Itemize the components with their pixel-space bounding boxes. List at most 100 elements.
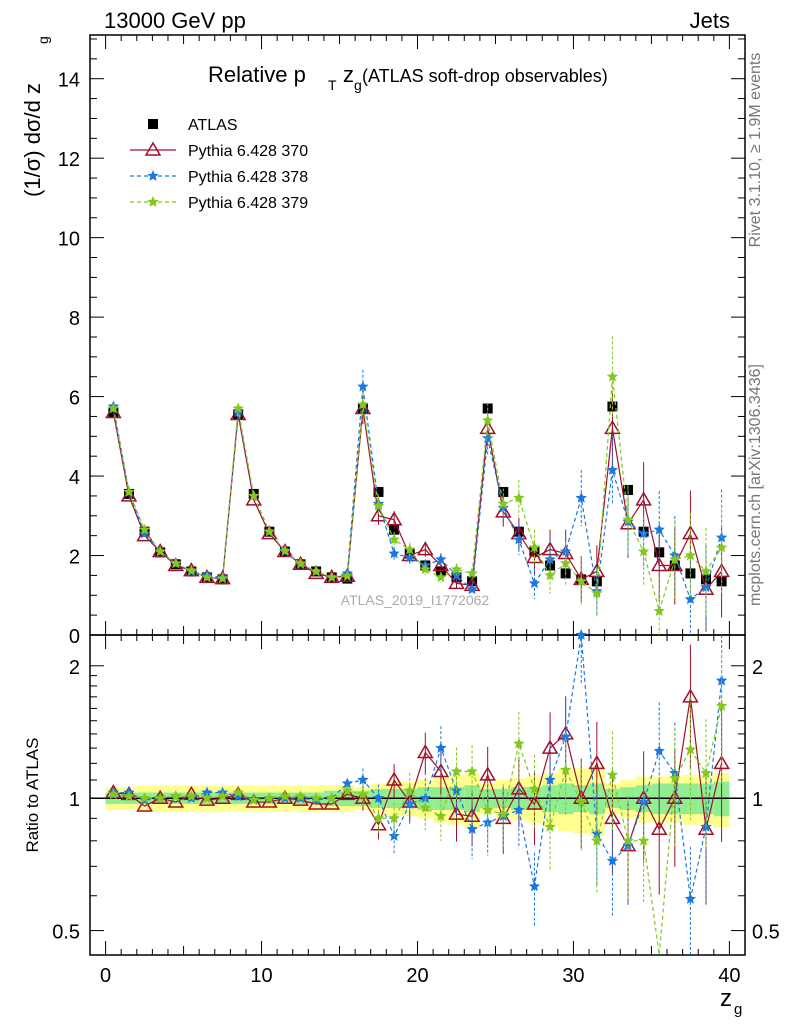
data-point	[622, 513, 634, 525]
ratio-point	[622, 834, 634, 846]
data-point	[653, 523, 665, 535]
ratio-point	[339, 785, 356, 801]
legend-marker	[144, 141, 162, 156]
ratio-point	[528, 782, 541, 794]
ratio-panel: 0 10 20 30 40 0.5 0.5 1 1 2 2	[52, 634, 780, 987]
data-point	[245, 491, 263, 506]
ratio-point	[185, 790, 198, 802]
data-point	[700, 581, 712, 593]
ratio-line	[113, 634, 723, 900]
ratio-y-tick-label-right: 2	[752, 657, 763, 679]
ratio-point	[248, 794, 260, 805]
legend-entry: Pythia 6.428 378	[130, 169, 308, 186]
ratio-point	[541, 739, 559, 754]
ratio-point	[261, 793, 278, 808]
data-point	[606, 370, 619, 382]
y-tick-label: 12	[58, 149, 80, 171]
data-point	[123, 486, 135, 497]
y-tick-label: 6	[69, 388, 80, 410]
ratio-point	[416, 744, 434, 759]
x-tick-label: 30	[562, 965, 584, 987]
ratio-point	[715, 700, 728, 711]
ratio-y-tick-label: 0.5	[52, 922, 80, 944]
ratio-point	[466, 823, 478, 835]
legend-label: ATLAS	[188, 117, 238, 134]
data-point	[700, 565, 712, 577]
ratio-point	[450, 765, 463, 777]
ratio-point	[682, 688, 699, 703]
series-pythia-6-428-379	[107, 336, 728, 635]
data-point	[120, 487, 138, 502]
y-tick-label: 4	[69, 467, 80, 489]
series-atlas	[108, 401, 727, 587]
x-axis-label: z	[720, 985, 732, 1012]
ratio-point	[684, 743, 697, 755]
ratio-point	[700, 767, 712, 778]
data-point	[404, 551, 416, 563]
ratio-point	[544, 774, 556, 785]
ratio-point	[591, 827, 603, 839]
ratio-point	[606, 854, 619, 866]
title-suffix: (ATLAS soft-drop observables)	[362, 66, 608, 86]
ratio-frame	[89, 634, 746, 956]
title-var-sub: g	[354, 77, 362, 93]
data-point	[229, 405, 247, 421]
data-point	[416, 541, 434, 556]
ratio-point	[232, 790, 244, 802]
data-point	[650, 556, 668, 572]
legend-marker	[148, 119, 158, 129]
ratio-point	[479, 766, 496, 781]
ratio-point	[216, 790, 229, 802]
x-tick-label: 20	[406, 965, 428, 987]
legend-label: Pythia 6.428 378	[188, 169, 308, 186]
data-point	[528, 577, 541, 589]
data-point	[307, 564, 325, 580]
data-point	[528, 541, 541, 553]
ratio-point	[326, 792, 338, 803]
data-point	[606, 464, 619, 475]
ratio-point	[388, 830, 400, 841]
data-point	[373, 486, 384, 497]
mcplots-label: mcplots.cern.ch [arXiv:1306.3436]	[747, 364, 764, 606]
y-tick-label: 8	[69, 308, 80, 330]
ratio-point	[404, 784, 416, 796]
ratio-point	[715, 674, 728, 686]
legend-entry: Pythia 6.428 379	[130, 195, 308, 212]
data-point	[310, 565, 322, 577]
ratio-point	[575, 796, 587, 807]
data-point	[138, 523, 151, 535]
ratio-point	[120, 785, 138, 801]
ratio-point	[372, 812, 385, 824]
ratio-point	[653, 745, 665, 756]
legend-marker	[147, 170, 159, 181]
data-point	[435, 553, 447, 565]
ratio-y-axis-label: Ratio to ATLAS	[23, 738, 42, 853]
ratio-point	[684, 893, 697, 904]
rivet-version-label: Rivet 3.1.10, ≥ 1.9M events	[747, 53, 764, 248]
legend-entry: ATLAS	[148, 117, 238, 134]
ratio-point	[669, 772, 681, 784]
data-point	[136, 527, 153, 542]
data-point	[107, 402, 120, 414]
ratio-series-pythia-6-428-370	[105, 644, 730, 905]
ratio-point	[245, 793, 263, 808]
ratio-point	[513, 737, 525, 749]
x-tick-label: 40	[718, 965, 740, 987]
data-point	[185, 564, 198, 576]
data-point	[105, 403, 122, 419]
data-point	[263, 525, 276, 537]
data-point	[357, 398, 369, 410]
x-axis-label-sub: g	[734, 1001, 742, 1018]
title-main: Relative p	[208, 62, 306, 87]
data-point	[401, 547, 419, 562]
y-tick-label: 10	[58, 229, 80, 251]
y-tick-label: 2	[69, 547, 80, 569]
data-point	[715, 541, 728, 553]
legend-marker	[147, 196, 159, 207]
data-point	[513, 491, 525, 503]
y-tick-label: 0	[69, 626, 80, 648]
data-point	[494, 503, 512, 518]
header-right: Jets	[690, 8, 730, 33]
legend-label: Pythia 6.428 379	[188, 195, 308, 212]
